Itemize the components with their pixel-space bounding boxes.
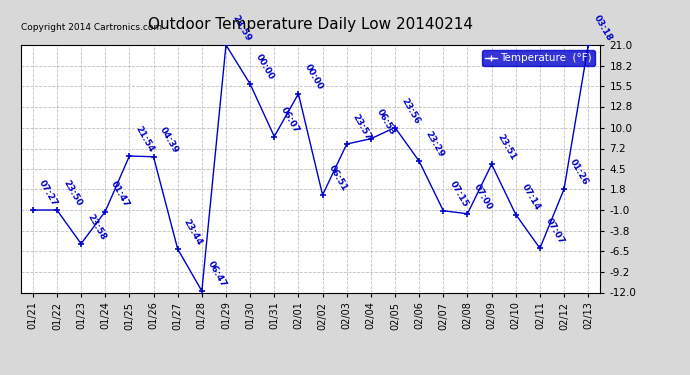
Text: 07:27: 07:27 xyxy=(37,178,59,208)
Text: 07:14: 07:14 xyxy=(520,183,542,212)
Text: 01:26: 01:26 xyxy=(569,158,590,187)
Text: 07:15: 07:15 xyxy=(448,179,470,209)
Text: Copyright 2014 Cartronics.com: Copyright 2014 Cartronics.com xyxy=(21,22,162,32)
Text: 04:39: 04:39 xyxy=(158,125,180,154)
Text: 23:59: 23:59 xyxy=(230,13,253,43)
Text: 06:07: 06:07 xyxy=(279,105,300,134)
Text: 06:53: 06:53 xyxy=(375,107,397,136)
Text: 23:56: 23:56 xyxy=(400,96,422,125)
Text: 07:00: 07:00 xyxy=(472,183,493,212)
Text: 23:57: 23:57 xyxy=(351,112,373,142)
Text: 07:07: 07:07 xyxy=(544,217,566,246)
Text: 23:58: 23:58 xyxy=(86,212,108,242)
Text: 23:44: 23:44 xyxy=(182,217,204,247)
Text: 06:51: 06:51 xyxy=(327,164,348,193)
Text: 01:47: 01:47 xyxy=(110,180,132,209)
Text: 23:50: 23:50 xyxy=(61,178,83,208)
Text: 06:47: 06:47 xyxy=(206,260,228,289)
Text: 00:00: 00:00 xyxy=(303,63,324,92)
Text: 00:00: 00:00 xyxy=(255,53,276,82)
Text: 23:51: 23:51 xyxy=(496,133,518,162)
Text: 23:29: 23:29 xyxy=(424,130,446,159)
Text: Outdoor Temperature Daily Low 20140214: Outdoor Temperature Daily Low 20140214 xyxy=(148,17,473,32)
Legend: Temperature  (°F): Temperature (°F) xyxy=(482,50,595,66)
Text: 21:54: 21:54 xyxy=(134,124,156,154)
Text: 03:18: 03:18 xyxy=(593,13,614,43)
